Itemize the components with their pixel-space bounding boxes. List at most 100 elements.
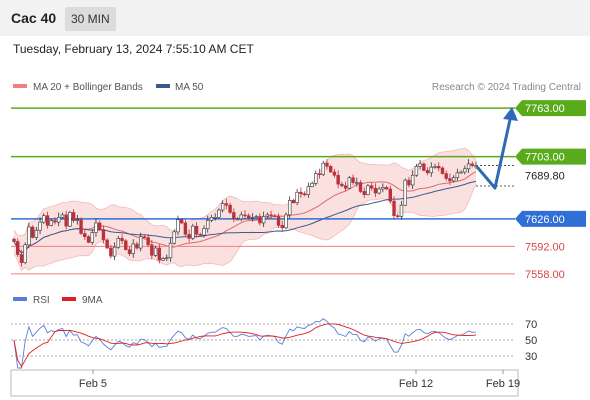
candle-body — [202, 228, 206, 236]
bollinger-band-area — [14, 148, 476, 271]
level-label-box — [515, 148, 586, 165]
candle-body — [366, 185, 370, 195]
rsi-line — [13, 318, 476, 369]
candle-body — [57, 217, 61, 223]
candle-body — [317, 173, 322, 175]
ma20-line — [13, 171, 477, 254]
candle-body — [254, 216, 258, 218]
timeframe-button[interactable]: 30 MIN — [65, 7, 116, 31]
candle-body — [71, 212, 76, 221]
candle-body — [314, 173, 318, 184]
level-label: 7592.00 — [525, 241, 565, 253]
candle-body — [161, 258, 165, 261]
candle-body — [325, 162, 329, 167]
candle-body — [451, 177, 456, 182]
rsi-legend-label: RSI — [33, 295, 50, 306]
candle-body — [351, 177, 355, 183]
level-label-box — [515, 210, 586, 227]
candle-body — [448, 178, 452, 182]
candle-body — [19, 254, 24, 263]
candle-body — [183, 222, 188, 235]
candle-body — [239, 214, 243, 220]
rsi-level-label: 30 — [525, 351, 537, 363]
candle-body — [116, 238, 121, 248]
rsi-ma-legend-label: 9MA — [82, 295, 103, 306]
candle-body — [332, 171, 337, 176]
candle-body — [68, 212, 72, 227]
candle-body — [232, 212, 236, 220]
level-label: 7626.00 — [525, 214, 565, 226]
candle-body — [388, 188, 393, 202]
candle-body — [276, 216, 281, 226]
candle-body — [422, 163, 426, 171]
candle-body — [220, 203, 225, 211]
candle-body — [440, 167, 445, 174]
candle-body — [172, 231, 176, 244]
level-label: 7703.00 — [525, 152, 565, 164]
x-tick-label: Feb 19 — [486, 378, 520, 390]
bb-legend-swatch — [13, 84, 27, 88]
level-label: 7558.00 — [525, 269, 565, 281]
candle-body — [109, 247, 113, 257]
candle-body — [90, 232, 94, 243]
candle-body — [288, 200, 292, 216]
bollinger-upper-line — [13, 147, 477, 237]
rsi-level-label: 70 — [525, 319, 537, 331]
candle-body — [425, 170, 430, 174]
candle-body — [105, 239, 109, 249]
candle-body — [302, 193, 307, 196]
last-price-box — [515, 168, 586, 182]
candle-body — [384, 187, 389, 190]
candle-body — [45, 215, 50, 226]
candle-body — [470, 163, 474, 166]
candle-body — [42, 215, 46, 223]
candle-body — [418, 163, 422, 167]
candle-body — [86, 236, 91, 243]
candle-body — [321, 162, 325, 175]
candle-body — [377, 188, 381, 194]
bb-legend-label: MA 20 + Bollinger Bands — [33, 82, 143, 93]
level-label: 7763.00 — [525, 103, 565, 115]
candle-body — [142, 236, 147, 239]
candle-body — [127, 249, 132, 254]
ma50-line — [13, 180, 477, 254]
candle-body — [355, 182, 359, 184]
candle-body — [340, 183, 344, 187]
candle-body — [165, 257, 169, 260]
candle-body — [49, 220, 53, 226]
candle-body — [235, 218, 240, 221]
candle-body — [94, 222, 98, 233]
rsi-level-label: 50 — [525, 335, 537, 347]
chart-header: Cac 40 30 MIN — [0, 0, 590, 36]
datetime-label: Tuesday, February 13, 2024 7:55:10 AM CE… — [13, 42, 254, 56]
candle-body — [228, 204, 232, 213]
candle-body — [53, 220, 57, 223]
candle-body — [198, 233, 202, 236]
x-tick-label: Feb 5 — [79, 378, 107, 390]
candle-body — [194, 225, 199, 235]
candle-body — [295, 191, 299, 204]
candle-body — [247, 215, 251, 219]
candle-body — [79, 219, 83, 234]
level-label-box — [515, 100, 586, 117]
candle-body — [191, 225, 195, 239]
candle-body — [310, 183, 314, 187]
last-price-label: 7689.80 — [525, 171, 565, 183]
candle-body — [258, 216, 262, 224]
candle-body — [407, 179, 411, 186]
candle-body — [250, 217, 255, 219]
candle-body — [138, 236, 143, 249]
projection-arrow — [476, 113, 513, 190]
candle-body — [179, 219, 184, 224]
candle-body — [291, 200, 296, 204]
candle-body — [284, 214, 288, 229]
candle-body — [403, 179, 407, 206]
symbol-title: Cac 40 — [11, 10, 57, 26]
candle-body — [120, 238, 124, 242]
x-tick-label: Feb 12 — [399, 378, 433, 390]
candle-body — [444, 173, 448, 179]
rsi-ma-line — [13, 323, 477, 368]
candle-body — [75, 219, 80, 222]
ma50-legend-label: MA 50 — [175, 82, 204, 93]
